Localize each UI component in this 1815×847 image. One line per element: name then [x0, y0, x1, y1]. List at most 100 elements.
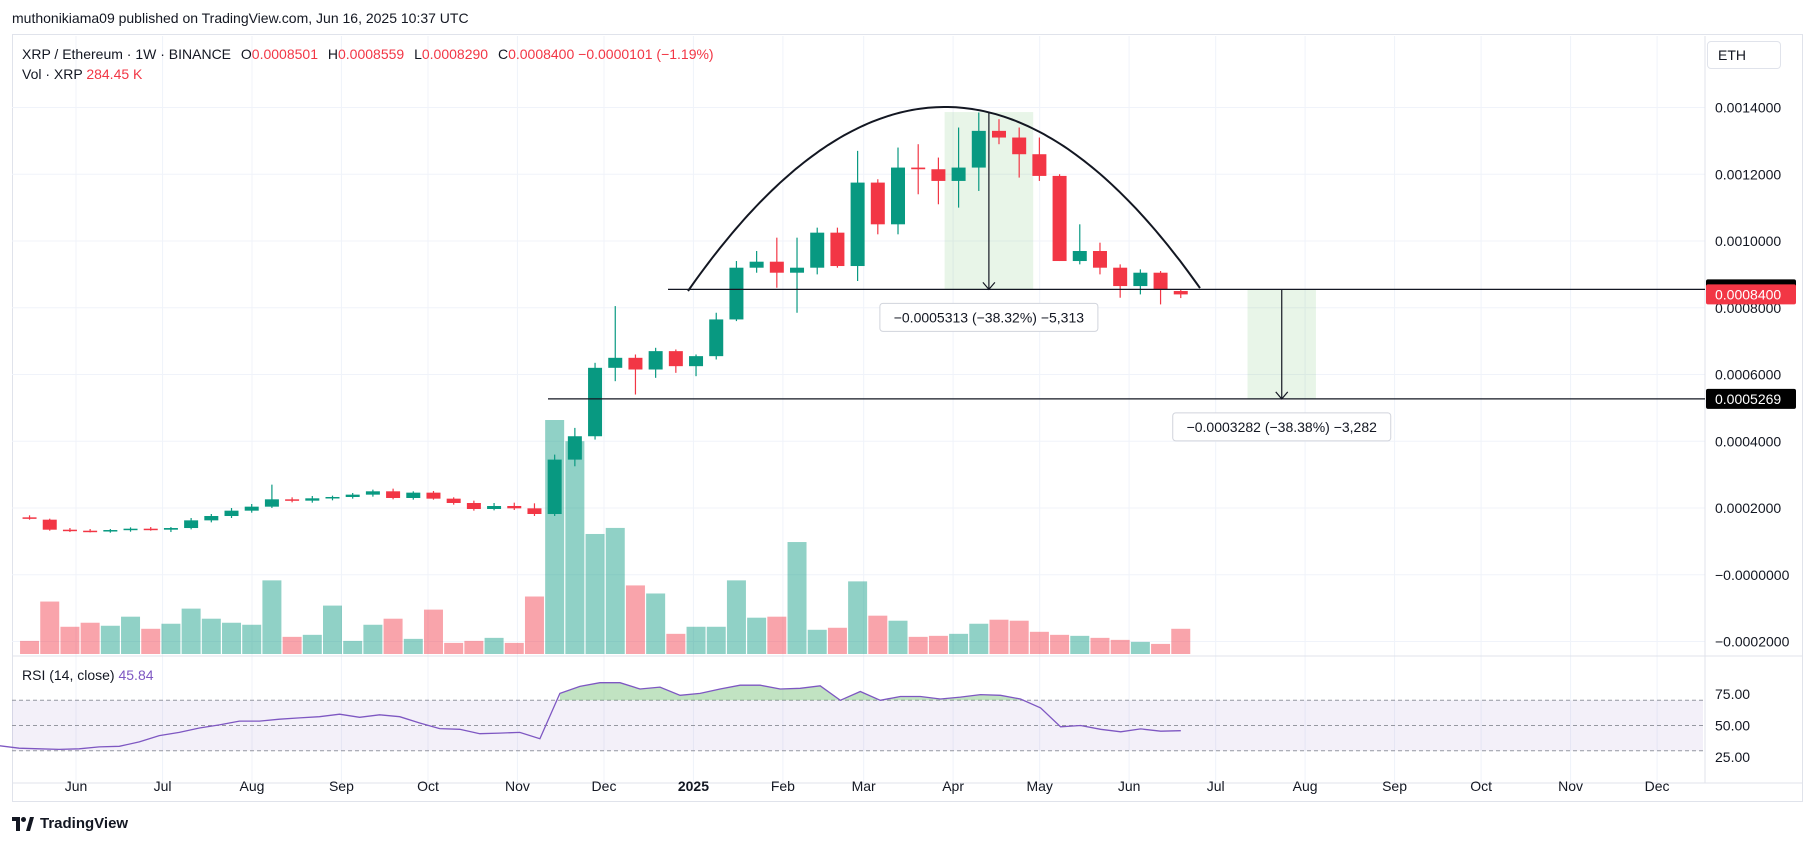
volume-bar — [524, 596, 544, 654]
volume-bar — [383, 618, 403, 654]
candle — [850, 150, 865, 282]
volume-bar — [605, 527, 625, 654]
candle-body — [830, 232, 845, 267]
candle — [951, 127, 966, 208]
close-value: 0.0008400 — [508, 46, 575, 62]
time-tick-label: Jul — [1207, 778, 1225, 794]
candle-body — [264, 499, 279, 507]
volume-bar — [60, 626, 80, 654]
price-badge-label: 0.0005269 — [1715, 391, 1781, 407]
volume-bar — [1009, 620, 1029, 654]
time-tick-label: Dec — [592, 778, 617, 794]
price-tick-label: 0.0014000 — [1715, 100, 1781, 116]
volume-bar — [726, 580, 746, 654]
candle-body — [305, 498, 320, 501]
candle-body — [1052, 175, 1067, 262]
volume-bar — [868, 615, 888, 654]
volume-bar — [787, 542, 807, 654]
candle-body — [810, 232, 825, 268]
candle — [870, 179, 885, 235]
candle — [709, 312, 724, 360]
candle-body — [971, 130, 986, 168]
candle — [1173, 289, 1188, 299]
candle-body — [567, 436, 582, 460]
candle — [971, 112, 986, 191]
candle-body — [325, 496, 340, 499]
candle — [406, 491, 421, 500]
volume-bar — [100, 625, 120, 654]
volume-bar — [969, 623, 989, 654]
candle-body — [1092, 251, 1107, 268]
change-value: −0.0000101 (−1.19%) — [578, 46, 714, 62]
time-tick-label: Jun — [65, 778, 88, 794]
candle-body — [345, 494, 360, 497]
candle-body — [991, 130, 1006, 138]
time-tick-label: Aug — [1293, 778, 1318, 794]
volume-bar — [1151, 643, 1171, 654]
candle — [891, 147, 906, 235]
candle-body — [386, 491, 401, 498]
volume-bar — [1110, 639, 1130, 654]
candle-body — [931, 169, 946, 181]
candle — [325, 495, 340, 501]
candle — [184, 518, 199, 530]
time-tick-label: Feb — [771, 778, 795, 794]
volume-bar — [827, 627, 847, 654]
candle — [386, 488, 401, 500]
volume-bar — [565, 441, 585, 654]
rsi-tick-label: 75.00 — [1715, 686, 1750, 702]
volume-bar — [625, 585, 645, 654]
grid-lines — [12, 36, 1705, 783]
volume-bar — [1130, 641, 1150, 654]
candle-body — [143, 528, 158, 531]
candle — [42, 518, 57, 531]
currency-button[interactable]: ETH — [1707, 41, 1781, 69]
candle-body — [285, 499, 300, 501]
candle-body — [466, 502, 481, 510]
publisher-byline: muthonikiama09 published on TradingView.… — [12, 10, 469, 26]
candle-body — [42, 519, 57, 530]
candle-body — [951, 167, 966, 181]
volume-bar — [242, 624, 262, 654]
rsi-tick-label: 50.00 — [1715, 718, 1750, 734]
chart-frame — [12, 34, 1803, 802]
candle — [103, 529, 118, 533]
time-tick-label: Nov — [505, 778, 530, 794]
price-axis: 0.00140000.00120000.00100000.00080000.00… — [1706, 100, 1796, 765]
candle — [527, 503, 542, 517]
rsi-tick-label: 25.00 — [1715, 749, 1750, 765]
candle — [769, 237, 784, 288]
volume-legend: Vol · XRP 284.45 K — [22, 66, 142, 82]
price-tick-label: −0.0000000 — [1715, 567, 1790, 583]
time-tick-label: 2025 — [678, 778, 709, 794]
candle — [628, 354, 643, 395]
rsi-label: RSI (14, close) — [22, 667, 115, 683]
price-tick-label: 0.0002000 — [1715, 500, 1781, 516]
candle — [1092, 242, 1107, 275]
tradingview-logo-icon — [12, 816, 34, 831]
candle — [648, 347, 663, 378]
measure-label-box — [1172, 412, 1392, 442]
candle-body — [406, 492, 421, 498]
candle — [830, 227, 845, 268]
candle — [507, 502, 522, 511]
volume-bar — [484, 637, 504, 654]
candle-body — [446, 498, 461, 503]
candle — [204, 514, 219, 523]
volume-bar — [282, 636, 302, 654]
candle — [749, 251, 764, 273]
candle — [22, 515, 37, 520]
volume-bar — [20, 640, 40, 654]
volume-bar — [666, 633, 686, 654]
volume-bar — [646, 593, 666, 654]
candle — [911, 144, 926, 195]
measure-label: −0.0003282 (−38.38%) −3,282 — [1187, 419, 1378, 435]
open-value: 0.0008501 — [251, 46, 318, 62]
high-value: 0.0008559 — [338, 46, 405, 62]
candle — [1052, 174, 1067, 262]
candle-body — [22, 517, 37, 519]
volume-bar — [888, 620, 908, 654]
candle — [426, 490, 441, 500]
time-tick-label: Oct — [417, 778, 439, 794]
